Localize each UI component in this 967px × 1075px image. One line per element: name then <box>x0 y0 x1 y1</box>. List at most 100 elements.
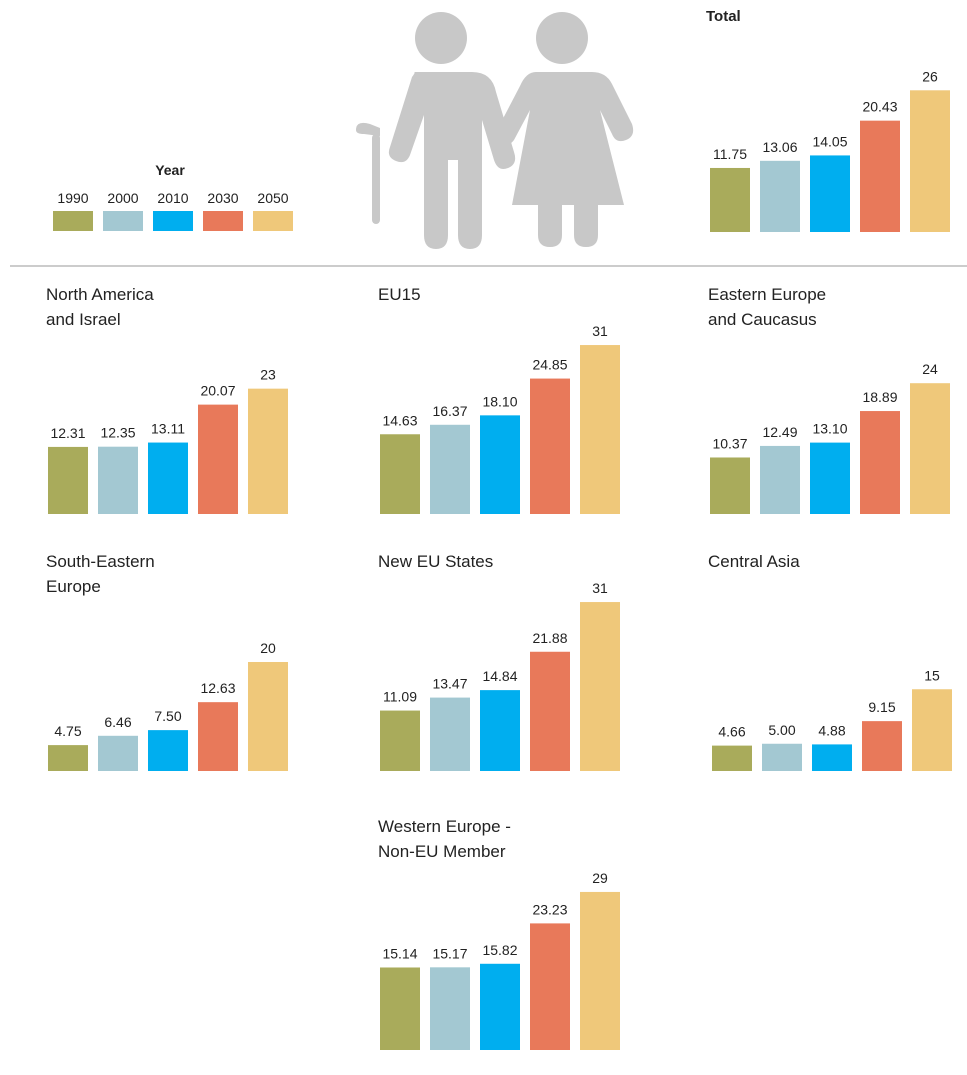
value-label: 9.15 <box>868 699 895 715</box>
bar <box>248 388 288 514</box>
value-label: 26 <box>922 68 938 84</box>
legend-title: Year <box>155 162 185 178</box>
value-label: 13.10 <box>812 421 847 437</box>
bar <box>198 404 238 514</box>
value-label: 4.75 <box>54 723 81 739</box>
elderly-icon <box>356 12 634 249</box>
bar <box>760 445 800 514</box>
bar <box>48 446 88 514</box>
legend-swatch <box>253 211 293 231</box>
legend-label: 1990 <box>57 190 88 206</box>
bar <box>760 160 800 232</box>
bar <box>910 383 950 514</box>
value-label: 18.10 <box>482 393 517 409</box>
bar <box>710 167 750 232</box>
legend-swatch <box>153 211 193 231</box>
bar <box>98 735 138 771</box>
bar <box>430 967 470 1050</box>
bar <box>860 411 900 514</box>
value-label: 31 <box>592 323 608 339</box>
panel-title: Eastern Europe and Caucasus <box>708 285 827 329</box>
legend-swatch <box>103 211 143 231</box>
value-label: 10.37 <box>712 435 747 451</box>
panel-title: Western Europe - Non-EU Member <box>378 817 511 861</box>
value-label: 13.11 <box>151 421 185 437</box>
bar <box>860 120 900 232</box>
bar <box>480 690 520 771</box>
value-label: 16.37 <box>432 403 467 419</box>
value-label: 20.43 <box>862 99 897 115</box>
bar <box>380 710 420 771</box>
value-label: 4.66 <box>718 724 745 740</box>
value-label: 14.84 <box>482 668 517 684</box>
bar <box>480 963 520 1050</box>
bar <box>430 697 470 771</box>
bar <box>710 457 750 514</box>
value-label: 5.00 <box>768 722 795 738</box>
value-label: 12.35 <box>100 425 135 441</box>
bar <box>530 378 570 514</box>
value-label: 11.09 <box>383 689 417 705</box>
value-label: 13.47 <box>432 676 467 692</box>
bar <box>148 730 188 771</box>
bar <box>530 923 570 1050</box>
bar <box>810 442 850 514</box>
value-label: 23 <box>260 367 276 383</box>
bar <box>248 662 288 771</box>
panel-title: New EU States <box>378 552 494 571</box>
value-label: 21.88 <box>532 630 567 646</box>
value-label: 14.05 <box>812 133 847 149</box>
bar <box>812 744 852 771</box>
legend-label: 2050 <box>257 190 288 206</box>
value-label: 15.17 <box>432 945 467 961</box>
value-label: 29 <box>592 870 608 886</box>
value-label: 4.88 <box>818 722 845 738</box>
bar <box>198 702 238 771</box>
value-label: 23.23 <box>532 901 567 917</box>
panel-title: North America and Israel <box>46 285 154 329</box>
value-label: 14.63 <box>382 412 417 428</box>
bar <box>912 689 952 771</box>
value-label: 31 <box>592 580 608 596</box>
panel-title: Total <box>706 8 741 25</box>
value-label: 12.49 <box>762 424 797 440</box>
bar <box>530 651 570 771</box>
bar <box>380 434 420 514</box>
bar <box>148 442 188 514</box>
bar <box>98 446 138 514</box>
value-label: 6.46 <box>104 714 131 730</box>
value-label: 20.07 <box>200 383 235 399</box>
bar <box>48 745 88 771</box>
bar <box>430 424 470 514</box>
bar <box>712 745 752 771</box>
bar <box>762 743 802 771</box>
bar <box>480 415 520 514</box>
legend-swatch <box>203 211 243 231</box>
value-label: 11.75 <box>713 146 747 162</box>
value-label: 18.89 <box>862 389 897 405</box>
panel-title: Central Asia <box>708 552 800 571</box>
value-label: 15.82 <box>482 942 517 958</box>
legend-swatch <box>53 211 93 231</box>
value-label: 15 <box>924 667 940 683</box>
value-label: 12.31 <box>50 425 85 441</box>
panel-title: EU15 <box>378 285 421 304</box>
bar <box>910 90 950 232</box>
legend-label: 2030 <box>207 190 238 206</box>
value-label: 15.14 <box>382 945 417 961</box>
value-label: 24.85 <box>532 357 567 373</box>
value-label: 24 <box>922 361 938 377</box>
bar <box>862 721 902 771</box>
bar <box>580 345 620 514</box>
legend-label: 2010 <box>157 190 188 206</box>
legend-label: 2000 <box>107 190 138 206</box>
panel-title: South-Eastern Europe <box>46 552 155 596</box>
value-label: 13.06 <box>762 139 797 155</box>
value-label: 20 <box>260 640 276 656</box>
value-label: 7.50 <box>154 708 181 724</box>
bar <box>580 891 620 1050</box>
bar <box>810 155 850 232</box>
bar <box>580 602 620 771</box>
